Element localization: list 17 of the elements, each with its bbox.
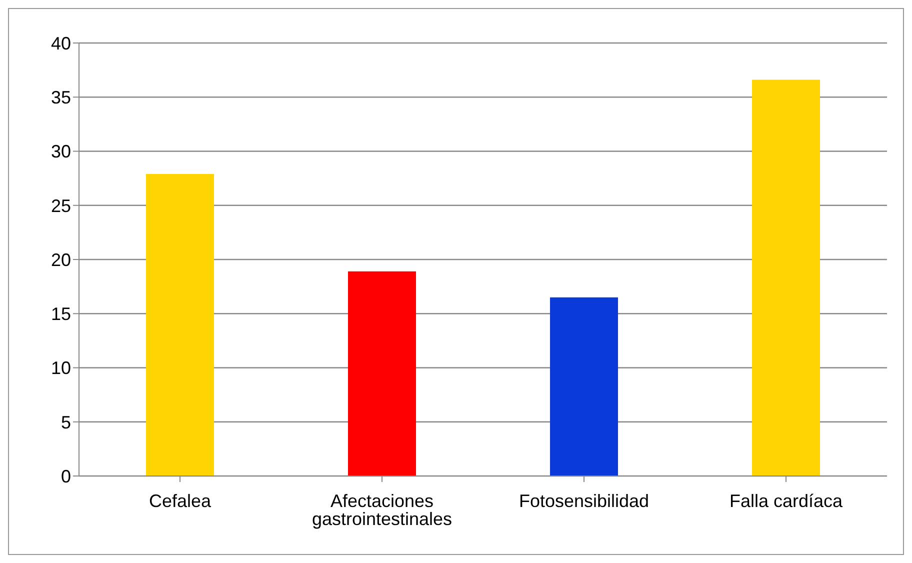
y-tick-label: 20: [50, 250, 71, 270]
y-tick-label: 10: [50, 358, 71, 378]
y-tick-label: 5: [60, 412, 71, 432]
y-tick-label: 0: [60, 466, 71, 486]
bar: [752, 80, 820, 476]
x-tick-label: Falla cardíaca: [729, 490, 844, 511]
y-tick-label: 25: [50, 196, 71, 216]
bar: [146, 174, 214, 476]
x-tick-label: Fotosensibilidad: [518, 490, 650, 511]
x-tick-label: Cefalea: [148, 490, 212, 511]
bar: [348, 271, 416, 476]
x-tick-label: Afectaciones gastrointestinales: [312, 490, 452, 529]
y-tick-label: 15: [50, 304, 71, 324]
y-tick-label: 35: [50, 88, 71, 108]
bar: [550, 297, 618, 476]
y-tick-label: 40: [50, 33, 71, 54]
y-tick-label: 30: [50, 142, 71, 162]
